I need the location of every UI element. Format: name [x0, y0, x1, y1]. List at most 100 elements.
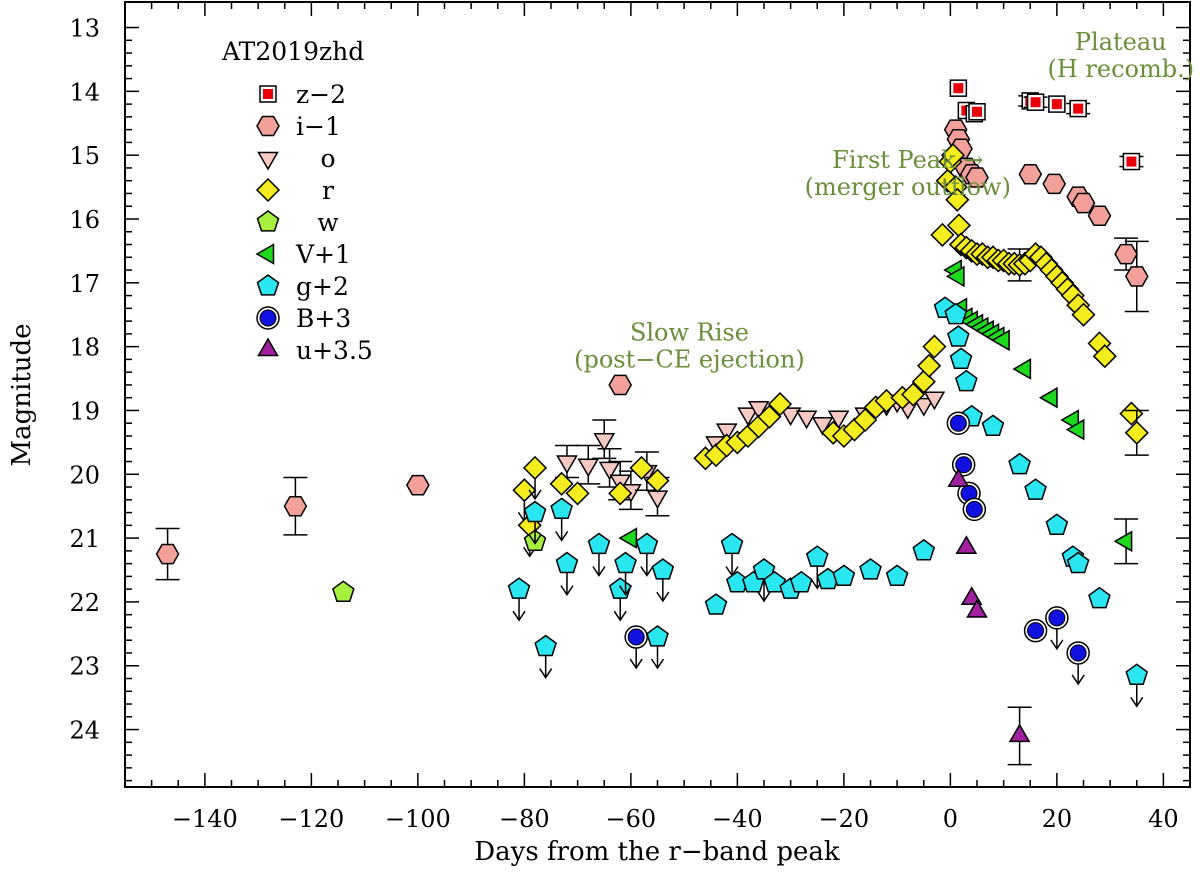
legend: z−2 i−1 orw V+1 g+2 B+3 u+3.5: [255, 80, 373, 365]
point-g: [1024, 478, 1047, 500]
point-i: [406, 474, 430, 496]
y-tick-label: 23: [69, 653, 100, 681]
point-r: [767, 392, 793, 417]
data-points: [155, 79, 1149, 766]
point-V: [1012, 358, 1032, 380]
point-o: [577, 458, 600, 478]
point-u: [955, 535, 978, 554]
upper-limit-head: [555, 530, 569, 542]
point-r: [930, 222, 955, 247]
legend-marker-o: [257, 151, 279, 171]
point-B-core: [627, 628, 645, 646]
point-z-core: [972, 106, 982, 117]
legend-label-B: B+3: [296, 304, 351, 333]
point-o: [715, 423, 738, 443]
legend-marker-V: [255, 243, 275, 265]
upper-limit-head: [592, 566, 606, 577]
point-g: [635, 532, 659, 555]
upper-limit-head: [629, 658, 643, 670]
x-tick-label: −80: [499, 805, 550, 833]
x-tick-label: −120: [278, 805, 344, 833]
point-r: [757, 404, 782, 429]
point-r: [1092, 344, 1117, 369]
point-g: [955, 369, 978, 392]
legend-label-u: u+3.5: [296, 336, 373, 365]
y-tick-label: 22: [69, 589, 100, 617]
x-tick-label: −100: [385, 805, 451, 833]
upper-limit-head: [1071, 674, 1085, 686]
x-tick-label: −40: [712, 805, 763, 833]
upper-limit-head: [539, 668, 553, 679]
point-o: [598, 461, 621, 481]
annotation-line: (H recomb.): [1047, 55, 1194, 83]
point-r: [917, 353, 942, 378]
y-tick-label: 13: [69, 15, 100, 43]
point-B-core: [965, 500, 983, 518]
point-r: [522, 455, 548, 480]
point-g: [523, 500, 547, 523]
point-g: [550, 497, 573, 520]
legend-marker-g: [256, 274, 280, 296]
point-r: [1119, 401, 1144, 426]
y-tick-label: 24: [69, 717, 100, 745]
point-V: [618, 527, 638, 549]
point-V: [1065, 418, 1085, 441]
point-g: [534, 634, 557, 657]
point-g: [587, 532, 611, 555]
axis-ticks: [125, 2, 1190, 787]
point-g: [651, 558, 675, 580]
upper-limit-head: [618, 585, 633, 596]
upper-limit-head: [757, 591, 771, 603]
legend-marker-B-core: [259, 309, 277, 327]
point-i: [1114, 243, 1138, 265]
point-i: [1124, 266, 1149, 287]
point-u: [947, 468, 970, 487]
point-o: [923, 391, 946, 411]
y-tick-label: 18: [69, 334, 100, 362]
point-g: [789, 570, 813, 593]
legend-marker-i: [256, 115, 280, 137]
point-i: [965, 167, 989, 188]
point-r: [1071, 302, 1096, 327]
point-g: [646, 625, 669, 647]
point-r: [1124, 420, 1149, 445]
x-tick-label: 40: [1148, 805, 1179, 833]
point-g: [614, 551, 637, 574]
y-tick-label: 17: [69, 270, 100, 298]
point-i: [1087, 205, 1112, 227]
point-z-core: [953, 83, 964, 94]
point-g: [507, 577, 531, 599]
y-tick-label: 15: [69, 142, 100, 170]
point-z-core: [1126, 156, 1137, 167]
point-g: [947, 325, 970, 347]
point-o: [779, 407, 802, 427]
y-tick-label: 19: [69, 397, 100, 425]
point-o: [747, 401, 770, 420]
point-w: [332, 580, 355, 602]
point-z-core: [1073, 103, 1084, 114]
upper-limit-head: [560, 585, 574, 596]
point-B-core: [1069, 644, 1087, 662]
x-tick-label: 0: [943, 805, 958, 833]
annotation-line: (post−CE ejection): [574, 345, 805, 373]
tick-labels: −140 −120 −100 −80 −60 −40 −20 0 20 40 13 14 15 16 17 1…: [69, 15, 1178, 833]
point-o: [737, 407, 759, 427]
point-z-core: [1030, 97, 1041, 108]
legend-marker-r: [255, 177, 281, 203]
point-g: [832, 564, 856, 587]
legend-marker-z-core: [263, 89, 273, 99]
series-V: [618, 259, 1139, 565]
point-g: [704, 593, 728, 615]
x-tick-label: 20: [1042, 805, 1073, 833]
point-V: [1113, 530, 1133, 553]
point-i: [155, 543, 180, 565]
point-r: [549, 471, 574, 496]
point-o: [795, 410, 818, 430]
upper-limit-head: [1050, 639, 1064, 651]
point-g: [859, 558, 882, 580]
legend-label-V: V+1: [295, 240, 351, 269]
annotation-line: Plateau: [1075, 28, 1167, 56]
point-g: [1066, 551, 1090, 574]
point-i: [608, 374, 633, 396]
y-axis-label: Magnitude: [7, 323, 37, 466]
